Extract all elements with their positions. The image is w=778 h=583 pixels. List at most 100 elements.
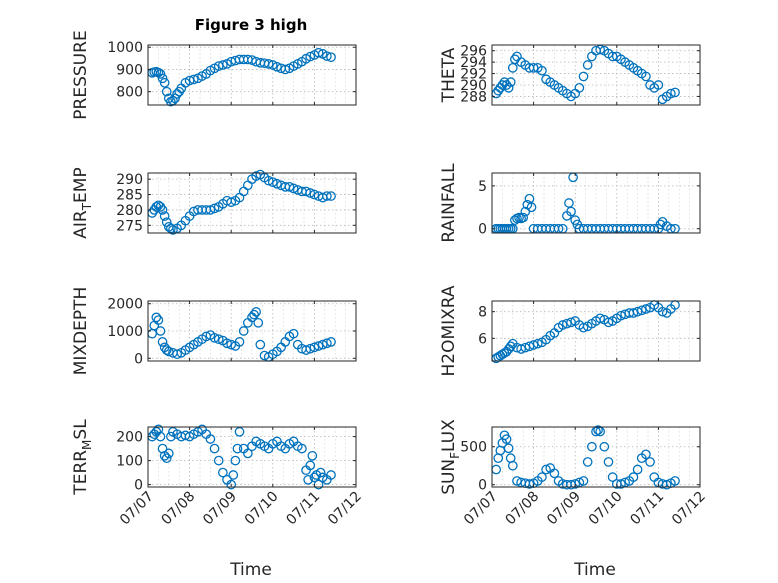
y-tick-label: 0 bbox=[134, 351, 143, 367]
data-point bbox=[305, 343, 316, 354]
data-point bbox=[524, 479, 535, 489]
data-point bbox=[578, 322, 589, 333]
data-point bbox=[578, 476, 589, 486]
subplot-h2omixra: 6 8 H2OMIXRA bbox=[439, 285, 701, 377]
subplot-mixdepth: 0 1000 2000 MIXDEPTH bbox=[71, 287, 357, 376]
y-tick-label: 290 bbox=[116, 172, 143, 188]
data-point bbox=[645, 457, 655, 467]
data-point bbox=[168, 225, 178, 235]
data-point bbox=[305, 460, 316, 471]
data-point bbox=[232, 443, 243, 454]
y-tick-label: 1000 bbox=[107, 324, 143, 340]
data-point bbox=[661, 479, 672, 490]
data-point bbox=[632, 464, 643, 475]
axes-box bbox=[147, 172, 357, 234]
data-point bbox=[595, 313, 606, 324]
data-point bbox=[161, 453, 172, 464]
data-point bbox=[670, 87, 680, 98]
y-axis-label: AIRTEMP bbox=[71, 167, 94, 238]
data-point bbox=[213, 334, 224, 345]
data-point bbox=[505, 341, 516, 352]
data-point bbox=[528, 340, 539, 350]
data-point bbox=[161, 86, 172, 97]
subplot-terr-msl: 0 100 200 07/07 07/08 07/09 07/10 07/11 07/12 TER… bbox=[71, 419, 365, 529]
data-point bbox=[507, 460, 518, 471]
data-point bbox=[155, 69, 166, 79]
data-point bbox=[226, 339, 237, 350]
data-point bbox=[205, 434, 216, 444]
data-point bbox=[520, 342, 531, 353]
y-axis-label: SUNFLUX bbox=[439, 419, 462, 495]
data-point bbox=[315, 467, 326, 478]
x-axis-label-right: Time bbox=[573, 560, 616, 580]
data-point bbox=[230, 455, 241, 466]
data-point bbox=[526, 202, 537, 213]
data-point bbox=[616, 310, 626, 321]
data-point bbox=[263, 175, 274, 186]
axes-box bbox=[147, 426, 357, 488]
data-point bbox=[641, 304, 651, 314]
y-axis-label: MIXDEPTH bbox=[71, 287, 91, 376]
data-point bbox=[247, 55, 257, 65]
data-point bbox=[218, 60, 228, 70]
data-point bbox=[172, 349, 182, 360]
x-tick-label: 07/12 bbox=[669, 489, 709, 529]
data-point bbox=[163, 346, 174, 357]
x-tick-label: 07/09 bbox=[544, 489, 584, 529]
data-point bbox=[218, 467, 228, 478]
data-point bbox=[309, 342, 320, 353]
data-point bbox=[151, 312, 162, 323]
y-tick-label: 296 bbox=[460, 44, 487, 60]
data-point bbox=[280, 64, 291, 75]
data-point bbox=[313, 47, 324, 58]
y-tick-label: 0 bbox=[478, 222, 487, 238]
y-tick-label: 200 bbox=[116, 430, 143, 446]
data-point bbox=[228, 470, 239, 480]
x-tick-label: 07/11 bbox=[627, 489, 667, 529]
data-point bbox=[226, 479, 237, 490]
data-point bbox=[222, 338, 232, 349]
data-point bbox=[503, 83, 514, 93]
data-point bbox=[670, 476, 680, 486]
data-point bbox=[159, 211, 170, 221]
y-tick-label: 5 bbox=[478, 179, 487, 195]
data-point bbox=[188, 74, 199, 85]
data-point bbox=[288, 328, 299, 339]
data-point bbox=[524, 341, 535, 352]
data-point bbox=[641, 71, 651, 82]
data-point bbox=[297, 443, 307, 454]
y-tick-label: 2000 bbox=[107, 297, 143, 313]
y-tick-label: 8 bbox=[478, 305, 487, 321]
data-point bbox=[157, 337, 168, 347]
data-point bbox=[161, 345, 172, 355]
data-point bbox=[253, 317, 264, 328]
data-point bbox=[307, 450, 318, 461]
data-point bbox=[163, 448, 174, 459]
data-point bbox=[272, 178, 282, 189]
data-point bbox=[209, 203, 220, 214]
x-tick-label: 07/09 bbox=[200, 489, 240, 529]
data-point bbox=[166, 431, 176, 442]
data-point bbox=[636, 305, 647, 316]
y-tick-label: 800 bbox=[116, 85, 143, 101]
data-point bbox=[317, 339, 328, 350]
plot-area bbox=[492, 427, 700, 487]
y-tick-label: 900 bbox=[116, 62, 143, 78]
data-point bbox=[628, 472, 639, 482]
axes-box bbox=[491, 44, 701, 106]
data-point bbox=[566, 317, 576, 328]
y-axis-label: TERRMSL bbox=[71, 419, 94, 496]
data-point bbox=[155, 326, 166, 336]
x-tick-label: 07/08 bbox=[503, 489, 543, 529]
data-point bbox=[557, 320, 568, 330]
data-point bbox=[234, 337, 245, 347]
data-point bbox=[641, 449, 651, 460]
data-point bbox=[582, 60, 593, 70]
data-point bbox=[549, 468, 560, 479]
data-point bbox=[255, 339, 266, 350]
y-tick-label: 0 bbox=[478, 478, 487, 494]
y-tick-label: 1000 bbox=[107, 40, 143, 56]
